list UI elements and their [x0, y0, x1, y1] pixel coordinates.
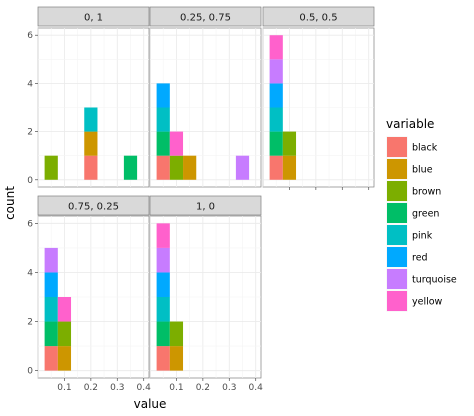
- y-tick-label: 4: [27, 268, 33, 278]
- facet-strip-label: 0, 1: [84, 13, 103, 24]
- facet-strip: [149, 6, 262, 27]
- facet-strip: [262, 6, 375, 27]
- y-tick-label: 2: [27, 128, 33, 138]
- legend-label-red: red: [412, 253, 428, 264]
- y-tick-label: 2: [27, 318, 33, 328]
- x-tick-label: 0.2: [84, 383, 98, 393]
- bar-segment-brown: [57, 321, 72, 347]
- x-tick-label: 0.1: [57, 383, 71, 393]
- bar-segment-green: [156, 131, 170, 156]
- bar-segment-turquoise: [235, 155, 250, 180]
- y-tick-label: 0: [27, 367, 33, 377]
- x-tick-label: 0.2: [196, 383, 210, 393]
- bar-segment-pink: [156, 107, 170, 132]
- y-tick-label: 6: [27, 31, 33, 41]
- bar-segment-green: [156, 321, 170, 347]
- bar-segment-blue: [183, 155, 197, 180]
- x-tick-label: 0.4: [137, 383, 152, 393]
- bar-segment-brown: [282, 131, 297, 156]
- legend-swatch-brown: [387, 181, 407, 201]
- bar-segment-yellow: [57, 297, 72, 322]
- y-tick-label: 4: [27, 79, 33, 89]
- bar-segment-red: [44, 272, 58, 297]
- legend-title: variable: [386, 117, 434, 131]
- bar-segment-turquoise: [44, 247, 58, 273]
- legend-swatch-green: [387, 203, 407, 223]
- bar-segment-red: [156, 272, 170, 297]
- legend-label-pink: pink: [412, 231, 433, 242]
- legend-swatch-black: [387, 137, 407, 157]
- bar-segment-pink: [84, 107, 98, 132]
- y-tick-label: 6: [27, 219, 33, 229]
- legend-label-blue: blue: [412, 165, 433, 176]
- bar-segment-pink: [269, 107, 283, 132]
- bar-segment-black: [84, 155, 98, 180]
- bar-segment-yellow: [156, 223, 170, 248]
- legend-swatch-yellow: [387, 291, 407, 311]
- facet-strip: [149, 195, 262, 216]
- bar-segment-turquoise: [269, 59, 283, 84]
- bar-segment-black: [269, 155, 283, 180]
- bar-segment-turquoise: [156, 247, 170, 273]
- bar-segment-blue: [84, 131, 98, 156]
- facet-strip: [37, 195, 150, 216]
- bar-segment-brown: [169, 155, 184, 180]
- bar-segment-black: [156, 155, 170, 180]
- legend-label-yellow: yellow: [412, 297, 443, 308]
- bar-segment-red: [269, 83, 283, 108]
- bar-segment-blue: [57, 346, 72, 371]
- x-tick-label: 0.3: [222, 383, 236, 393]
- legend-swatch-turquoise: [387, 269, 407, 289]
- bar-segment-yellow: [169, 131, 184, 156]
- bar-segment-brown: [169, 321, 184, 347]
- x-tick-label: 0.1: [169, 383, 183, 393]
- bar-segment-pink: [156, 297, 170, 322]
- bar-segment-brown: [44, 155, 58, 180]
- legend-swatch-blue: [387, 159, 407, 179]
- legend-label-turquoise: turquoise: [412, 275, 457, 286]
- x-axis-title: value: [134, 397, 167, 411]
- bar-segment-green: [123, 155, 138, 180]
- facet-strip-label: 0.25, 0.75: [180, 13, 231, 24]
- x-tick-label: 0.4: [249, 383, 264, 393]
- y-axis-title: count: [3, 186, 17, 220]
- bar-segment-yellow: [269, 35, 283, 60]
- x-tick-label: 0.3: [110, 383, 124, 393]
- y-tick-label: 0: [27, 176, 33, 186]
- legend-label-black: black: [412, 143, 438, 154]
- bar-segment-black: [44, 346, 58, 371]
- bar-segment-pink: [44, 297, 58, 322]
- facet-strip-label: 0.5, 0.5: [299, 13, 337, 24]
- legend-swatch-pink: [387, 225, 407, 245]
- legend-label-brown: brown: [412, 187, 441, 198]
- bar-segment-black: [156, 346, 170, 371]
- bar-segment-green: [269, 131, 283, 156]
- facet-strip: [37, 6, 150, 27]
- legend-label-green: green: [412, 209, 439, 220]
- facet-strip-label: 1, 0: [196, 202, 215, 213]
- bar-segment-blue: [282, 155, 297, 180]
- bar-segment-blue: [169, 346, 184, 371]
- facet-strip-label: 0.75, 0.25: [68, 202, 119, 213]
- bar-segment-green: [44, 321, 58, 347]
- bar-segment-red: [156, 83, 170, 108]
- legend-swatch-red: [387, 247, 407, 267]
